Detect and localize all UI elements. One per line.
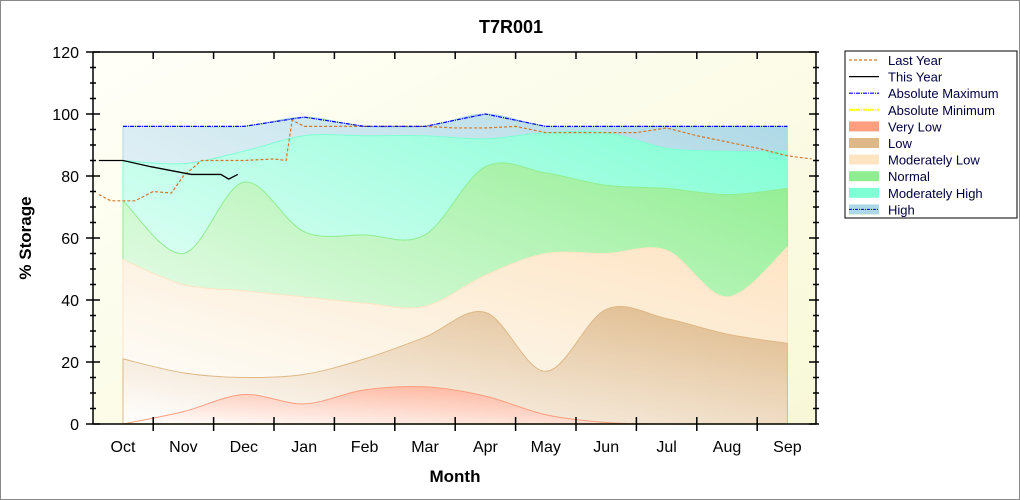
legend-item: Moderately Low — [888, 153, 980, 168]
legend-item: Normal — [888, 169, 930, 184]
legend-item: This Year — [888, 70, 943, 85]
x-tick-label: Feb — [351, 439, 379, 456]
legend-swatch — [849, 187, 879, 198]
legend-item: High — [888, 202, 915, 217]
x-tick-label: May — [531, 439, 561, 456]
x-tick-label: Apr — [473, 439, 499, 456]
x-tick-label: Dec — [230, 439, 258, 456]
y-tick-label: 40 — [61, 293, 79, 310]
y-tick-label: 20 — [61, 355, 79, 372]
x-tick-label: Jun — [593, 439, 619, 456]
x-tick-label: Nov — [169, 439, 197, 456]
x-tick-label: Oct — [111, 439, 136, 456]
y-tick-label: 60 — [61, 231, 79, 248]
legend-swatch — [849, 138, 879, 148]
legend-item: Absolute Maximum — [888, 86, 999, 101]
y-axis-label: % Storage — [16, 196, 35, 279]
legend-swatch — [849, 171, 879, 182]
y-tick-label: 100 — [52, 107, 79, 124]
legend-swatch — [849, 154, 879, 165]
chart-title: T7R001 — [479, 17, 543, 37]
x-tick-label: Jul — [656, 439, 676, 456]
legend-swatch — [849, 121, 879, 132]
x-tick-label: Mar — [411, 439, 439, 456]
legend-item: Last Year — [888, 53, 943, 68]
y-tick-label: 0 — [70, 417, 79, 434]
x-axis-label: Month — [430, 467, 481, 486]
x-tick-label: Aug — [713, 439, 741, 456]
y-tick-label: 120 — [52, 45, 79, 62]
legend-item: Moderately High — [888, 186, 983, 201]
legend-item: Low — [888, 136, 912, 151]
line-absolute-maximum — [123, 113, 788, 127]
legend-item: Very Low — [888, 119, 942, 134]
band-low — [122, 305, 788, 425]
y-tick-label: 80 — [61, 169, 79, 186]
x-tick-label: Jan — [291, 439, 317, 456]
x-tick-label: Sep — [773, 439, 802, 456]
legend-item: Absolute Minimum — [888, 103, 995, 118]
line-this-year — [98, 159, 239, 180]
